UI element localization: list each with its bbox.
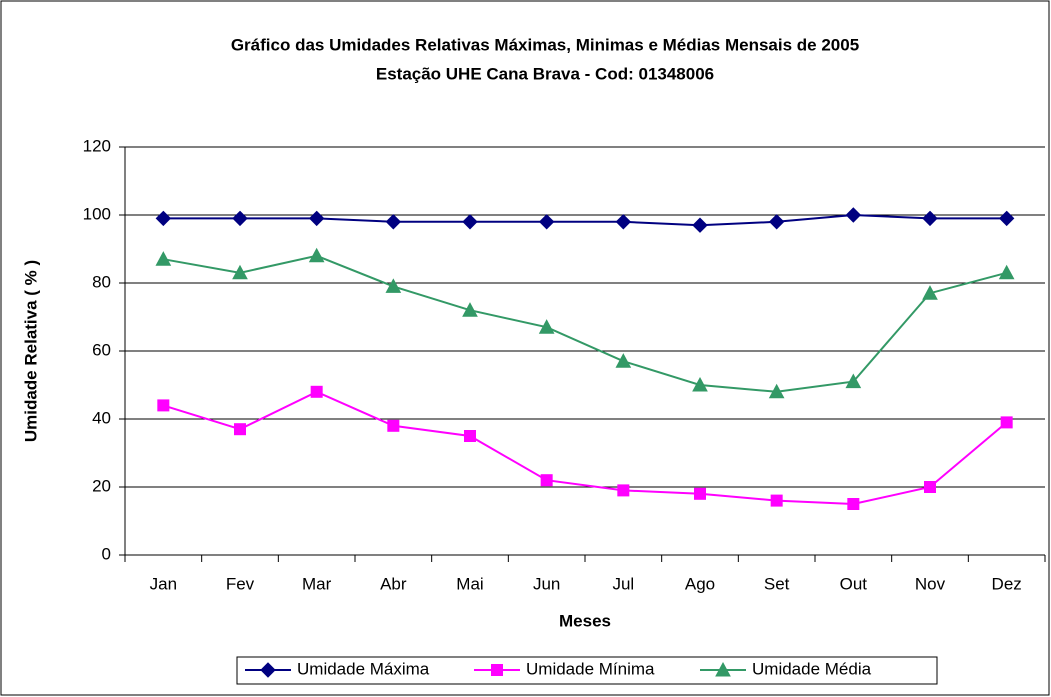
marker (922, 210, 938, 227)
marker (155, 210, 172, 227)
marker (234, 423, 246, 436)
marker (768, 214, 785, 230)
x-tick-label: Jan (150, 574, 177, 593)
marker (615, 214, 632, 230)
x-tick-label: Abr (380, 574, 407, 593)
x-tick-label: Set (764, 574, 790, 593)
series-line (163, 213, 1007, 227)
y-tick-label: 120 (83, 136, 111, 155)
marker (385, 278, 402, 293)
x-tick-label: Nov (915, 574, 946, 593)
marker (617, 484, 630, 497)
marker (847, 498, 860, 510)
marker (694, 487, 706, 500)
x-axis-label: Meses (559, 611, 611, 630)
marker (845, 207, 862, 223)
marker (538, 319, 555, 334)
marker (770, 494, 783, 507)
legend-label: Umidade Média (752, 659, 872, 678)
y-tick-label: 0 (102, 544, 111, 563)
y-tick-label: 60 (92, 340, 111, 359)
y-tick-label: 40 (92, 408, 111, 427)
marker (998, 264, 1015, 280)
x-tick-label: Fev (226, 574, 255, 593)
marker (462, 302, 478, 317)
marker (845, 373, 862, 389)
marker (310, 385, 323, 398)
marker (922, 285, 938, 300)
x-tick-label: Ago (685, 574, 715, 593)
chart-title: Gráfico das Umidades Relativas Máximas, … (231, 35, 859, 54)
marker (924, 481, 936, 493)
y-tick-label: 80 (92, 272, 111, 291)
x-tick-label: Dez (992, 574, 1022, 593)
marker (464, 430, 476, 442)
marker (615, 353, 632, 368)
marker (540, 474, 553, 487)
series-line (163, 254, 1007, 393)
marker (715, 661, 731, 677)
marker (692, 376, 708, 392)
marker (998, 210, 1015, 227)
x-tick-label: Mai (456, 574, 483, 593)
x-tick-label: Jun (533, 574, 560, 593)
marker (308, 247, 325, 263)
legend-box (236, 656, 938, 685)
y-tick-label: 100 (83, 204, 111, 223)
marker (308, 210, 325, 227)
chart-subtitle: Estação UHE Cana Brava - Cod: 01348006 (376, 64, 714, 83)
marker (692, 217, 708, 233)
marker (538, 214, 555, 230)
x-tick-label: Out (840, 574, 868, 593)
marker (232, 210, 248, 227)
y-axis-label: Umidade Relativa ( % ) (21, 260, 40, 442)
marker (768, 383, 785, 399)
x-tick-label: Jul (612, 574, 634, 593)
series-line (163, 390, 1008, 506)
marker (462, 214, 478, 230)
marker (260, 662, 276, 678)
legend-label: Umidade Mínima (526, 659, 655, 678)
x-tick-label: Mar (302, 574, 332, 593)
marker (1000, 416, 1013, 429)
marker (157, 399, 170, 412)
marker (385, 214, 402, 230)
marker (387, 419, 400, 432)
y-tick-label: 20 (92, 476, 111, 495)
marker (155, 251, 172, 266)
marker (491, 664, 503, 676)
legend-label: Umidade Máxima (297, 659, 430, 678)
marker (232, 264, 248, 280)
